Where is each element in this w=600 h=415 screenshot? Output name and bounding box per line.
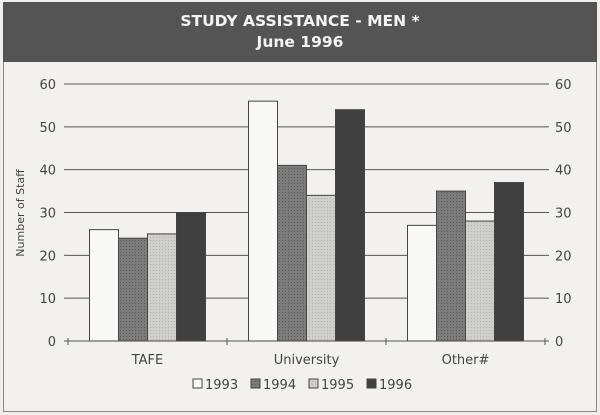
y-tick-label-right: 50 [555, 121, 572, 136]
legend-label-1994: 1994 [263, 378, 296, 393]
legend-label-1995: 1995 [321, 378, 354, 393]
bar-university-1994 [277, 164, 307, 342]
bar-university-1995 [306, 194, 336, 342]
bar-university-1996 [335, 109, 365, 342]
y-tick-label-left: 60 [39, 78, 56, 93]
y-tick-label-left: 40 [39, 164, 56, 179]
y-tick-label-left: 20 [39, 249, 56, 264]
bar-other-1996 [494, 182, 524, 342]
y-tick-label-right: 60 [555, 78, 572, 93]
bar-tafe-1996 [176, 212, 206, 342]
y-tick-label-right: 30 [555, 207, 572, 222]
y-axis-label: Number of Staff [14, 169, 27, 257]
y-tick-label-left: 30 [39, 207, 56, 222]
y-tick-label-right: 10 [555, 292, 572, 307]
x-tick-label: University [274, 353, 340, 368]
legend-label-1996: 1996 [379, 378, 412, 393]
chart-subtitle: June 1996 [256, 33, 344, 51]
y-tick-label-right: 0 [555, 335, 563, 350]
bar-tafe-1994 [118, 237, 148, 342]
legend-swatch-1995 [308, 378, 319, 389]
legend-swatch-1993 [192, 378, 203, 389]
bar-tafe-1993 [89, 229, 119, 342]
chart-title: STUDY ASSISTANCE - MEN * [180, 12, 420, 30]
y-tick-label-left: 10 [39, 292, 56, 307]
x-tick-label: TAFE [131, 353, 164, 368]
bar-other-1995 [465, 220, 495, 342]
y-tick-label-right: 20 [555, 249, 572, 264]
title-bar: STUDY ASSISTANCE - MEN * June 1996 [3, 2, 597, 62]
legend-label-1993: 1993 [205, 378, 238, 393]
bar-tafe-1995 [147, 233, 177, 342]
bar-other-1993 [407, 224, 437, 342]
legend-swatch-1994 [250, 378, 261, 389]
x-tick-label: Other# [442, 353, 490, 368]
legend-swatch-1996 [366, 378, 377, 389]
bar-university-1993 [248, 100, 278, 342]
bar-other-1994 [436, 190, 466, 342]
y-tick-label-right: 40 [555, 164, 572, 179]
y-tick-label-left: 0 [48, 335, 56, 350]
y-tick-label-left: 50 [39, 121, 56, 136]
